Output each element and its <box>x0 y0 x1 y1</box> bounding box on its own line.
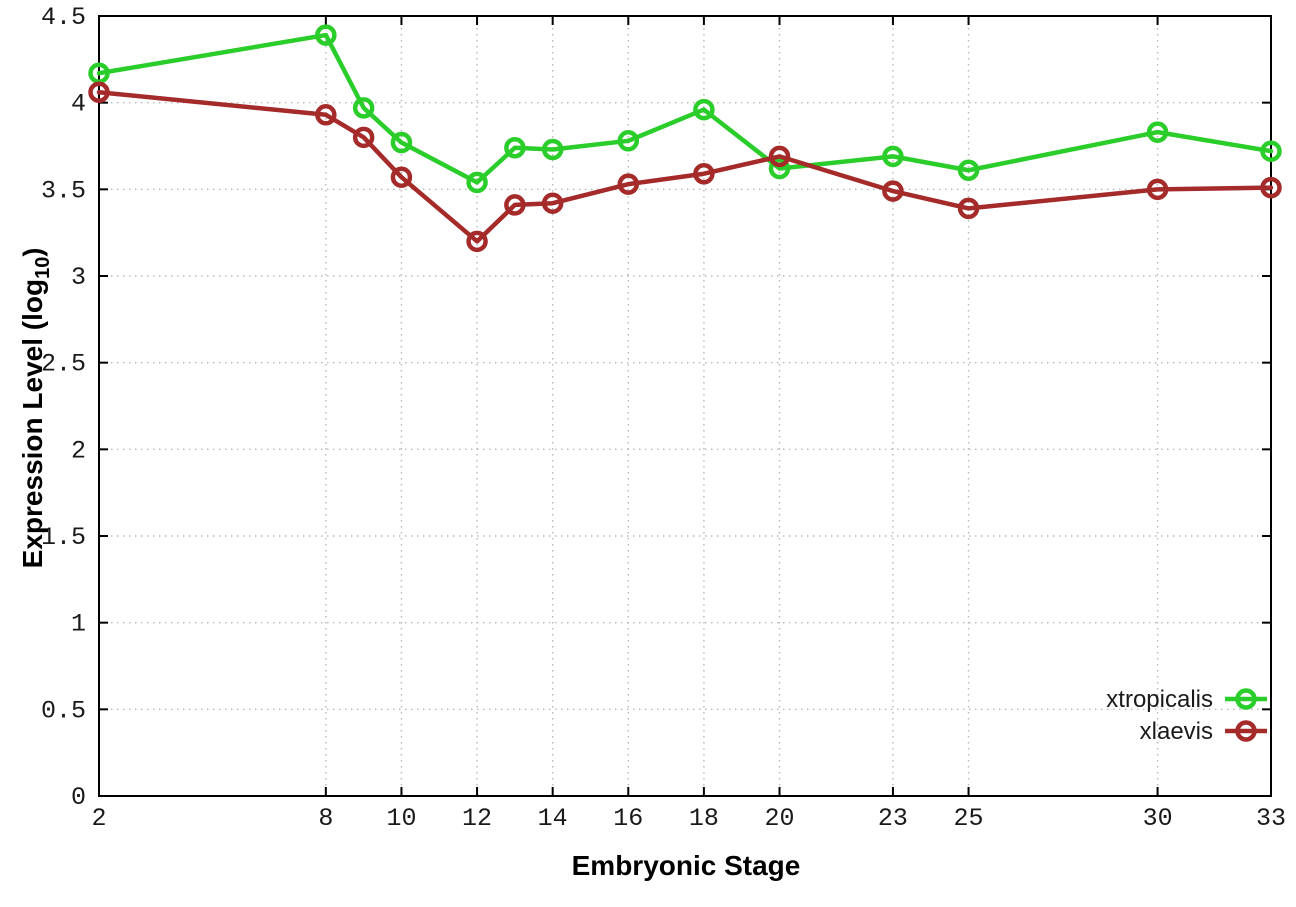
data-point-xlaevis <box>957 197 980 220</box>
series-xlaevis <box>88 81 1282 253</box>
data-point-xtropicalis <box>352 97 375 119</box>
y-tick-label: 0 <box>71 783 86 812</box>
x-tick-label: 2 <box>91 804 106 833</box>
data-point-xtropicalis <box>617 130 640 152</box>
x-tick-label: 12 <box>462 804 492 833</box>
data-point-xtropicalis <box>541 138 564 161</box>
series-line-xlaevis <box>96 90 1274 244</box>
data-point-xlaevis <box>693 162 715 185</box>
data-point-xlaevis <box>541 192 564 214</box>
x-tick-label: 10 <box>386 804 416 833</box>
data-point-xlaevis <box>1260 176 1282 199</box>
data-point-xtropicalis <box>1146 121 1169 143</box>
y-tick-label: 1 <box>71 610 86 639</box>
legend-item-xtropicalis: xtropicalis <box>1106 686 1267 713</box>
data-series <box>88 24 1282 253</box>
data-point-xlaevis <box>1146 178 1169 201</box>
x-tick-label: 8 <box>318 804 333 833</box>
legend-sample-marker <box>1235 720 1257 742</box>
data-point-xlaevis <box>352 126 375 149</box>
gridlines <box>99 16 1271 796</box>
data-point-xtropicalis <box>390 131 413 154</box>
y-tick-label: 1.5 <box>41 523 86 552</box>
axis-ticks <box>98 15 1272 797</box>
data-point-xtropicalis <box>504 136 526 159</box>
y-tick-label: 4.5 <box>41 3 86 32</box>
data-point-xtropicalis <box>466 171 488 194</box>
x-tick-label: 33 <box>1256 804 1286 833</box>
data-point-xlaevis <box>315 104 337 126</box>
data-point-xlaevis <box>466 230 488 253</box>
data-point-xtropicalis <box>1260 140 1282 162</box>
data-point-xtropicalis <box>315 24 337 46</box>
y-tick-label: 2.5 <box>41 350 86 379</box>
data-point-xtropicalis <box>882 145 904 168</box>
x-tick-label: 14 <box>538 804 568 833</box>
x-tick-label: 25 <box>954 804 984 833</box>
data-point-xlaevis <box>768 145 791 168</box>
y-tick-label: 4 <box>71 90 86 119</box>
y-tick-label: 0.5 <box>41 696 86 725</box>
legend-label: xtropicalis <box>1106 686 1213 713</box>
legend: xtropicalis xlaevis <box>1106 686 1267 745</box>
y-tick-label: 3 <box>71 263 86 292</box>
data-point-xlaevis <box>504 194 526 216</box>
data-point-xlaevis <box>88 81 110 104</box>
data-point-xlaevis <box>882 180 904 202</box>
x-axis-title: Embryonic Stage <box>572 850 801 881</box>
plot-border <box>98 15 1272 797</box>
x-tick-label: 23 <box>878 804 908 833</box>
y-tick-label: 2 <box>71 436 86 465</box>
legend-item-xlaevis: xlaevis <box>1140 718 1267 745</box>
tick-labels: 2 8 10 12 14 16 18 20 23 25 30 33 0 0.5 1 1.5 2 2.5 3 3.5 4 4… <box>41 3 1286 833</box>
legend-label: xlaevis <box>1140 718 1213 745</box>
data-point-xtropicalis <box>768 157 791 180</box>
data-point-xlaevis <box>390 166 413 188</box>
x-tick-label: 20 <box>765 804 795 833</box>
series-xtropicalis <box>88 24 1282 194</box>
data-point-xlaevis <box>617 173 640 195</box>
legend-sample-marker <box>1235 688 1257 710</box>
x-tick-label: 18 <box>689 804 719 833</box>
data-point-xtropicalis <box>957 159 980 182</box>
x-tick-label: 16 <box>613 804 643 833</box>
x-tick-label: 30 <box>1143 804 1173 833</box>
y-tick-label: 3.5 <box>41 176 86 205</box>
y-axis-title: Expression Level (log10) <box>17 248 54 569</box>
data-point-xtropicalis <box>693 98 715 121</box>
